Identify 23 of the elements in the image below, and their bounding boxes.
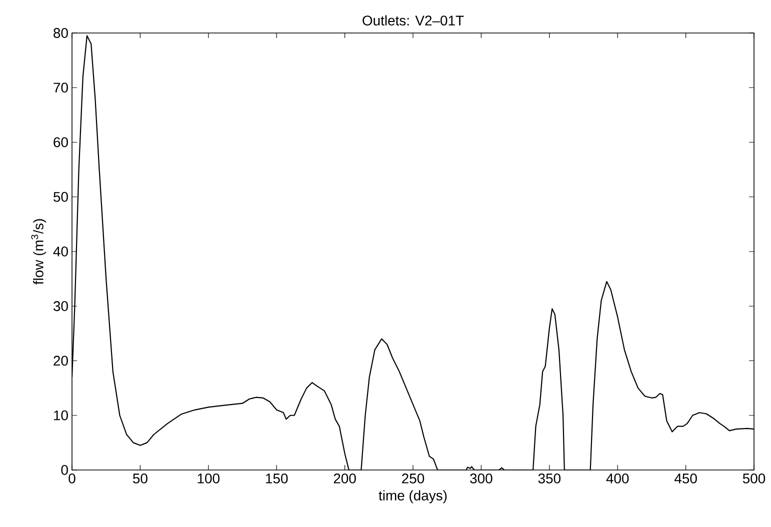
x-tick-label: 350 — [538, 474, 560, 484]
y-tick-label: 40 — [53, 246, 68, 256]
x-tick-label: 500 — [742, 474, 766, 484]
y-tick-label: 60 — [54, 137, 68, 148]
y-tick-label: 0 — [61, 465, 68, 475]
x-tick-label: 150 — [266, 474, 288, 484]
x-tick-label: 50 — [133, 474, 148, 484]
y-tick-label: 30 — [54, 301, 68, 312]
x-tick-label: 450 — [674, 474, 697, 484]
x-axis-title: time (days) — [378, 490, 447, 504]
x-tick-label: 200 — [334, 474, 356, 484]
chart-title: Outlets: V2–01T — [362, 15, 464, 26]
x-tick-label: 0 — [68, 474, 76, 484]
x-tick-label: 300 — [470, 474, 492, 484]
x-tick-label: 100 — [198, 474, 220, 484]
y-axis-title: flow (m$^{3}$/s) — [31, 219, 46, 284]
y-tick-label: 50 — [54, 192, 68, 202]
y-tick-label: 70 — [54, 82, 68, 93]
y-tick-label: 20 — [54, 356, 68, 366]
y-tick-label: 10 — [54, 410, 68, 420]
y-tick-label: 80 — [54, 28, 68, 38]
x-tick-label: 400 — [606, 474, 629, 484]
x-tick-label: 250 — [402, 474, 424, 484]
